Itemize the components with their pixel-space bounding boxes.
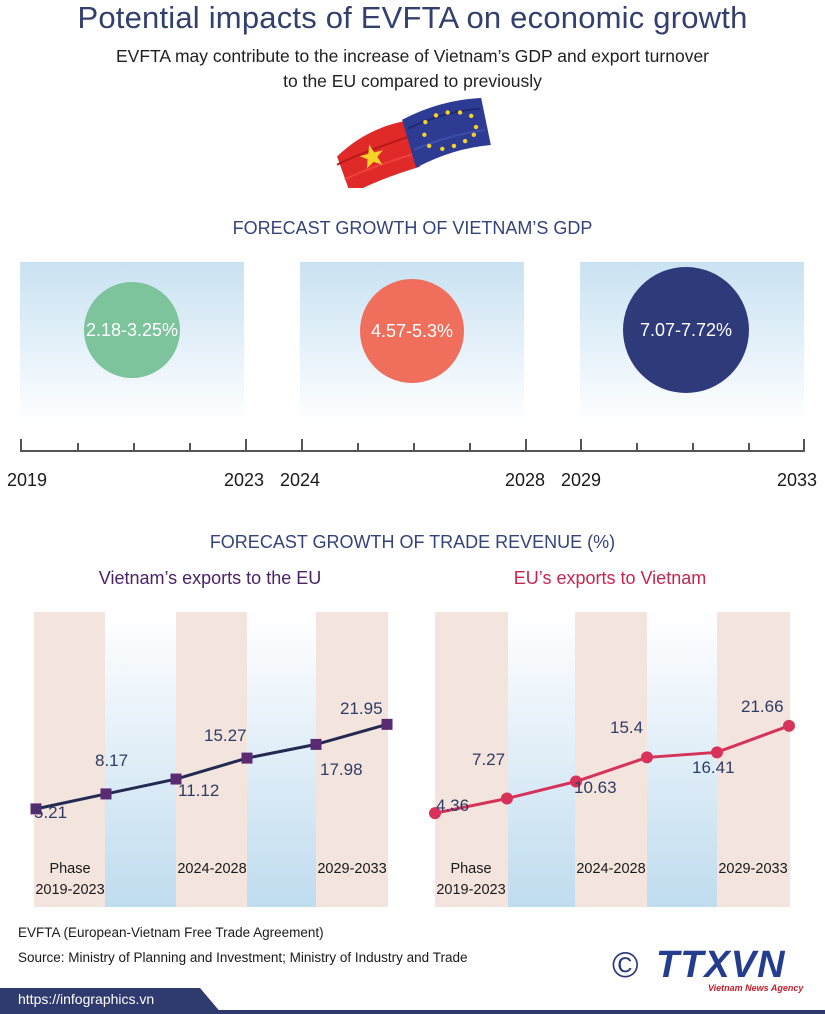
- eu-phase-label-2: 2024-2028: [576, 861, 646, 877]
- timeline-tick: [748, 443, 750, 452]
- eu-value-2: 7.27: [472, 750, 506, 769]
- eu-phase-label-1: Phase 2019-2023: [431, 859, 511, 901]
- gdp-value-2: 4.57-5.3%: [370, 320, 454, 341]
- year-2033: 2033: [777, 470, 818, 490]
- eu-band-gap-1: [508, 612, 575, 907]
- subtitle-line-1: EVFTA may contribute to the increase of …: [115, 46, 710, 66]
- timeline-tick: [357, 443, 359, 452]
- eu-phase-1-years: 2019-2023: [436, 882, 506, 898]
- gdp-circle-2024-2028: 4.57-5.3%: [360, 279, 464, 383]
- timeline-tick: [189, 443, 191, 452]
- ttxvn-logo: © TTXVN Vietnam News Agency: [612, 945, 812, 995]
- trade-section-title: FORECAST GROWTH OF TRADE REVENUE (%): [209, 532, 616, 552]
- gdp-panel-3: 7.07-7.72%: [580, 262, 804, 425]
- page-subtitle: EVFTA may contribute to the increase of …: [0, 44, 825, 94]
- timeline-axis: [20, 450, 803, 452]
- vn-value-2: 8.17: [95, 751, 129, 770]
- vn-value-6: 21.95: [340, 699, 383, 718]
- year-2024: 2024: [280, 470, 321, 490]
- vietnam-eu-flag-illustration: [336, 98, 491, 188]
- gdp-panel-2: 4.57-5.3%: [300, 262, 524, 425]
- logo-wordmark: TTXVN: [656, 944, 786, 986]
- vn-exports-title: Vietnam’s exports to the EU: [98, 568, 322, 588]
- gdp-value-1: 2.18-3.25%: [85, 319, 179, 340]
- gdp-circle-2029-2033: 7.07-7.72%: [623, 267, 749, 393]
- website-link[interactable]: https://infographics.vn: [18, 991, 155, 1007]
- gdp-panel-1: 2.18-3.25%: [20, 262, 244, 425]
- vn-value-3: 11.12: [178, 781, 220, 800]
- vn-value-5: 17.98: [320, 760, 363, 779]
- eu-phase-label-3: 2029-2033: [718, 861, 788, 877]
- timeline-tick: [20, 439, 22, 452]
- footer-bar: [0, 988, 825, 1014]
- eu-exports-title: EU’s exports to Vietnam: [513, 568, 707, 588]
- year-2028: 2028: [505, 470, 546, 490]
- copyright-symbol: ©: [612, 944, 639, 985]
- vn-phase-label-2: 2024-2028: [177, 861, 247, 877]
- eu-value-3: 10.63: [574, 778, 617, 797]
- source-footnote: Source: Ministry of Planning and Investm…: [18, 950, 468, 965]
- gdp-section-title: FORECAST GROWTH OF VIETNAM’S GDP: [232, 218, 593, 238]
- timeline-tick: [245, 439, 247, 452]
- eu-value-1: 4.36: [436, 796, 470, 815]
- timeline-tick: [636, 443, 638, 452]
- eu-value-4: 15.4: [610, 718, 644, 737]
- timeline-tick: [525, 439, 527, 452]
- vn-band-gap-2: [247, 612, 316, 907]
- gdp-value-3: 7.07-7.72%: [639, 319, 733, 340]
- timeline-tick: [803, 439, 805, 452]
- eu-value-5: 16.41: [692, 758, 735, 777]
- logo-tagline: Vietnam News Agency: [708, 983, 804, 993]
- timeline-tick: [692, 443, 694, 452]
- eu-phase-word: Phase: [450, 861, 492, 877]
- vn-phase-1-years: 2019-2023: [35, 882, 105, 898]
- timeline-tick: [77, 443, 79, 452]
- year-2029: 2029: [561, 470, 602, 490]
- timeline-tick: [133, 443, 135, 452]
- timeline-tick: [301, 439, 303, 452]
- year-2023: 2023: [224, 470, 265, 490]
- timeline-tick: [469, 443, 471, 452]
- year-2019: 2019: [7, 470, 48, 490]
- vn-phase-label-1: Phase 2019-2023: [30, 859, 110, 901]
- eu-value-6: 21.66: [741, 697, 784, 716]
- vn-value-4: 15.27: [204, 726, 247, 745]
- page-title: Potential impacts of EVFTA on economic g…: [77, 0, 748, 35]
- timeline-tick: [413, 443, 415, 452]
- vn-phase-word: Phase: [49, 861, 91, 877]
- timeline-tick: [580, 439, 582, 452]
- gdp-circle-2019-2023: 2.18-3.25%: [84, 282, 180, 378]
- evfta-footnote: EVFTA (European-Vietnam Free Trade Agree…: [18, 925, 324, 940]
- vn-phase-label-3: 2029-2033: [317, 861, 387, 877]
- subtitle-line-2: to the EU compared to previously: [283, 71, 542, 91]
- vn-value-1: 5.21: [34, 803, 68, 822]
